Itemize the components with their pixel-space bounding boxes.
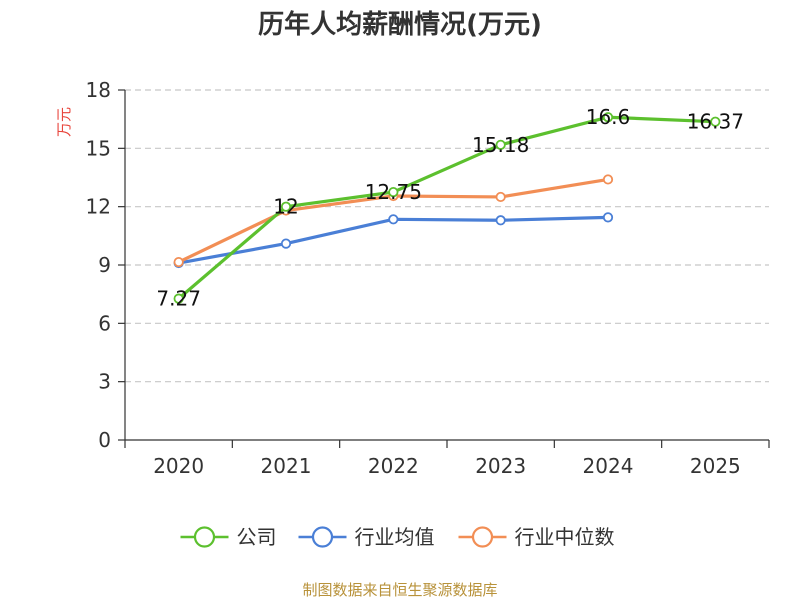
source-note: 制图数据来自恒生聚源数据库 [302, 581, 497, 599]
y-tick-label: 18 [86, 78, 111, 102]
y-tick-label: 3 [98, 370, 111, 394]
legend-marker [311, 526, 334, 548]
legend-label: 公司 [237, 525, 277, 549]
legend-marker [471, 526, 494, 548]
data-point[interactable] [602, 112, 614, 123]
x-tick-label: 2021 [261, 454, 312, 478]
data-point[interactable] [710, 116, 721, 127]
data-point[interactable] [495, 191, 506, 203]
x-tick-label: 2020 [153, 454, 204, 478]
series-1 [173, 212, 614, 269]
y-tick-label: 15 [86, 136, 111, 160]
data-point[interactable] [173, 293, 184, 304]
data-label: 15.18 [472, 133, 529, 157]
data-point[interactable] [602, 212, 614, 223]
data-point[interactable] [280, 201, 292, 212]
grid-lines [125, 89, 769, 383]
chart-title: 历年人均薪酬情况(万元) [258, 9, 542, 40]
legend-marker [193, 526, 216, 548]
x-tick-label: 2023 [475, 454, 526, 478]
data-point[interactable] [602, 174, 614, 185]
data-label: 16.6 [586, 105, 631, 129]
legend-item[interactable]: 行业中位数 [458, 525, 615, 549]
y-tick-label: 0 [98, 428, 111, 452]
data-point[interactable] [388, 186, 399, 198]
legend-item[interactable]: 行业均值 [298, 525, 435, 549]
x-tick-label: 2022 [368, 454, 419, 478]
y-tick-label: 12 [86, 195, 111, 219]
axes: 0 3 6 9 12 15 18 2020 2021 2022 2023 2024 2025 [86, 78, 770, 478]
data-point[interactable] [280, 238, 292, 249]
data-point[interactable] [495, 139, 506, 150]
legend-item[interactable]: 公司 [180, 525, 277, 549]
data-point[interactable] [388, 214, 399, 225]
legend[interactable]: 公司 行业均值 行业中位数 [180, 525, 615, 549]
legend-label: 行业均值 [355, 525, 435, 549]
x-tick-label: 2024 [583, 454, 634, 478]
y-tick-label: 6 [98, 311, 111, 335]
data-point[interactable] [495, 215, 506, 226]
data-point[interactable] [173, 256, 184, 268]
data-label: 12 [273, 195, 298, 219]
y-axis-label: 万元 [55, 107, 73, 137]
data-label: 16.37 [687, 110, 744, 134]
legend-label: 行业中位数 [515, 525, 615, 549]
data-labels: 7.27 12 12.75 15.18 16.6 16.37 [156, 105, 744, 310]
y-tick-label: 9 [98, 253, 111, 277]
data-label: 7.27 [156, 287, 201, 311]
series-line [177, 115, 716, 300]
series-group [173, 112, 721, 304]
series-0 [173, 112, 721, 304]
x-tick-label: 2025 [690, 454, 741, 478]
data-label: 12.75 [365, 180, 422, 204]
